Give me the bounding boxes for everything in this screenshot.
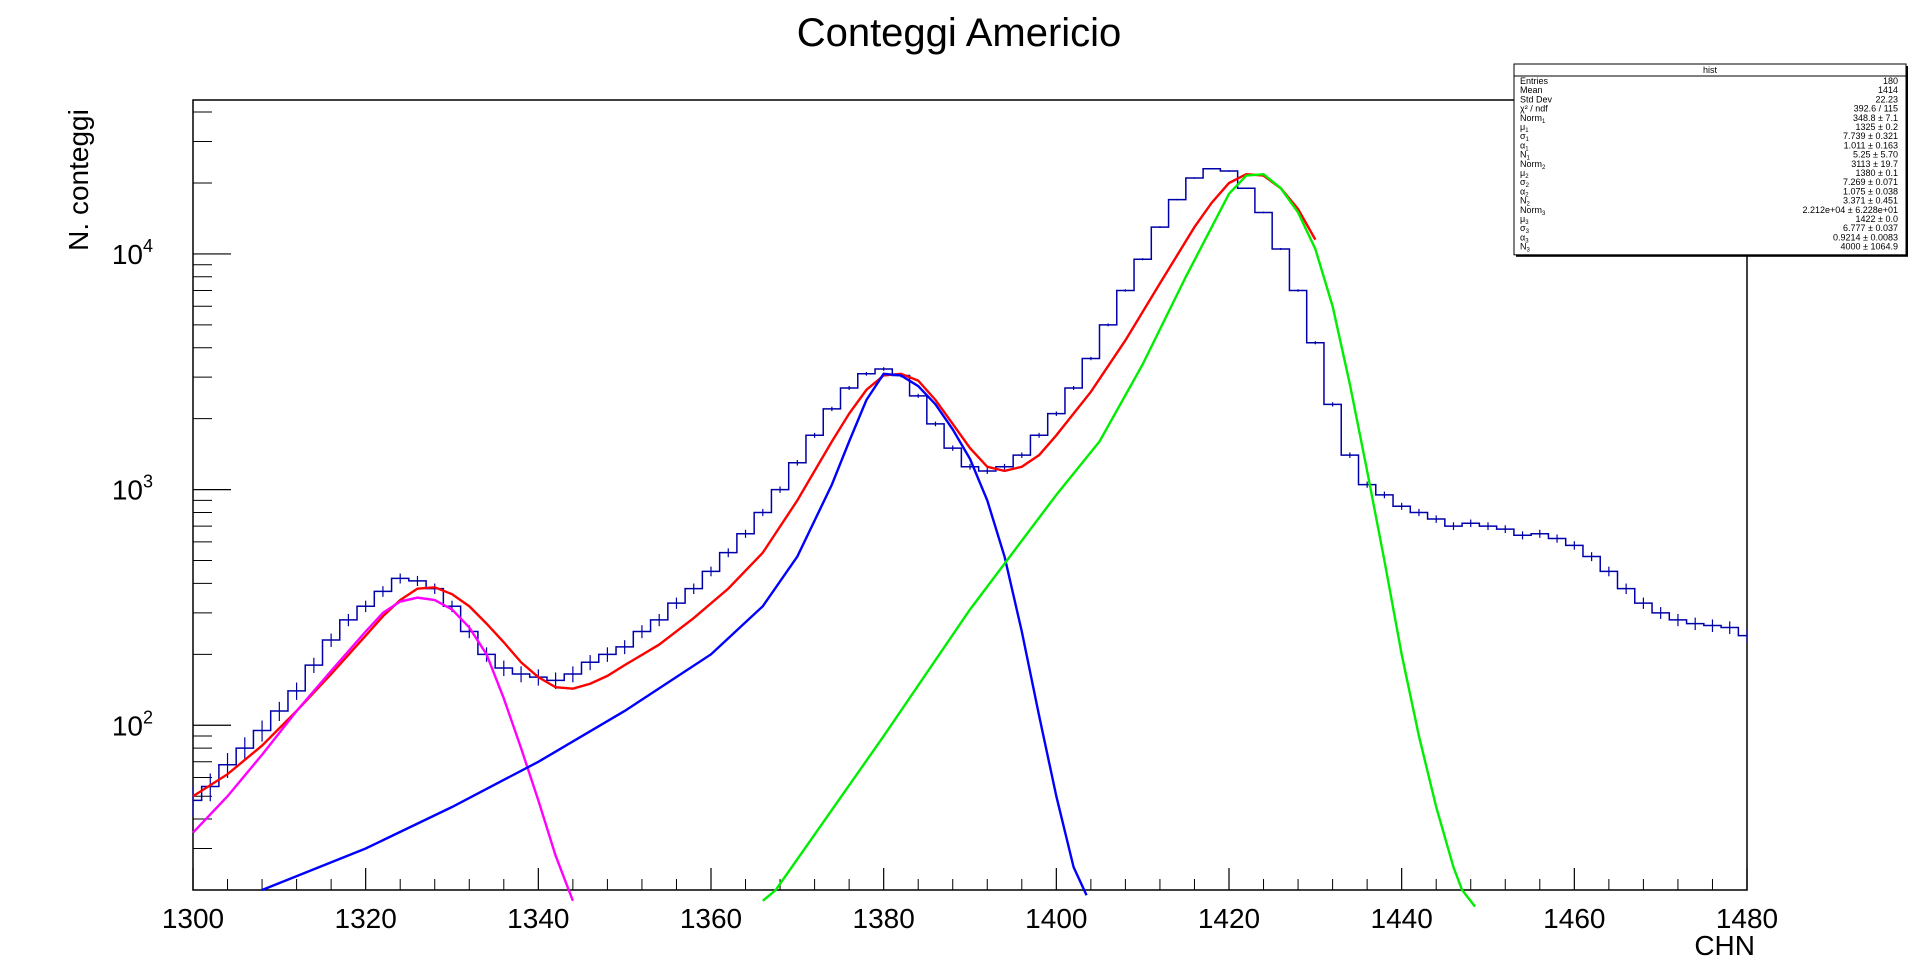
x-tick-label: 1360: [680, 903, 742, 934]
series-fit_total: [192, 172, 1317, 798]
chart-title: Conteggi Americio: [797, 11, 1122, 55]
stats-box: hist Entries 180 Mean 1414 Std Dev 22.23 χ² / n…: [1513, 63, 1908, 257]
x-tick-label: 1480: [1716, 903, 1778, 934]
stats-row-label: μ3: [1520, 214, 1529, 226]
stats-row-value: 7.269 ± 0.071: [1843, 177, 1898, 187]
stats-row-value: 1380 ± 0.1: [1856, 168, 1898, 178]
stats-row-value: 5.25 ± 5.70: [1853, 150, 1898, 160]
stats-row-value: 1414: [1878, 85, 1898, 95]
series-peak_1: [192, 596, 574, 902]
stats-row-value: 22.23: [1875, 94, 1898, 104]
stats-row-label: N3: [1520, 242, 1531, 254]
y-axis-label: N. conteggi: [63, 109, 94, 251]
stats-row-value: 1.075 ± 0.038: [1843, 186, 1898, 196]
stats-row-label: N2: [1520, 196, 1531, 208]
x-tick-label: 1380: [853, 903, 915, 934]
stats-row-label: Norm1: [1520, 113, 1546, 125]
stats-row-value: 1325 ± 0.2: [1856, 122, 1898, 132]
stats-row-label: Norm2: [1520, 159, 1546, 171]
stats-row-label: α3: [1520, 232, 1529, 244]
stats-row-label: χ² / ndf: [1520, 104, 1548, 114]
x-axis-label: CHN: [1694, 930, 1755, 961]
stats-row-label: σ3: [1520, 223, 1530, 235]
stats-row-value: 3113 ± 19.7: [1851, 159, 1898, 169]
stats-row-label: N1: [1520, 150, 1531, 162]
stats-row-label: Norm3: [1520, 205, 1546, 217]
stats-row-label: μ1: [1520, 122, 1529, 134]
x-tick-label: 1340: [507, 903, 569, 934]
peak_3-curve: [762, 172, 1476, 908]
stats-row-value: 180: [1883, 76, 1898, 86]
series-peak_3: [762, 172, 1476, 908]
x-tick-label: 1300: [162, 903, 224, 934]
stats-row-label: α1: [1520, 140, 1529, 152]
stats-row-value: 392.6 / 115: [1854, 104, 1898, 114]
stats-row-value: 1.011 ± 0.163: [1844, 140, 1898, 150]
stats-row-label: Mean: [1520, 85, 1543, 95]
fit_total-curve: [192, 172, 1317, 798]
series-histogram: [192, 167, 1748, 817]
peak_1-curve: [192, 596, 574, 902]
x-tick-label: 1460: [1543, 903, 1605, 934]
series-peak_2: [261, 372, 1088, 896]
series-layer: [192, 167, 1748, 908]
stats-row-value: 1422 ± 0.0: [1856, 214, 1898, 224]
stats-row-label: σ2: [1520, 177, 1530, 189]
x-tick-label: 1440: [1371, 903, 1433, 934]
y-tick-label: 104: [112, 236, 153, 270]
stats-row-value: 3.371 ± 0.451: [1843, 196, 1898, 206]
axes-group: 1300 1320 1340 1360 1380 1400 1420 1440 1460 1480…: [112, 111, 1778, 934]
stats-row-label: Std Dev: [1520, 94, 1553, 104]
stats-row-label: Entries: [1520, 76, 1549, 86]
y-tick-label: 102: [112, 707, 153, 741]
x-tick-label: 1320: [335, 903, 397, 934]
stats-row-label: σ1: [1520, 131, 1530, 143]
stats-box-frame: [1513, 63, 1907, 256]
stats-box-title: hist: [1703, 65, 1718, 75]
histogram-steps: [193, 167, 1747, 802]
x-tick-label: 1400: [1025, 903, 1087, 934]
stats-row-label: μ2: [1520, 168, 1529, 180]
stats-row-value: 2.212e+04 ± 6.228e+01: [1802, 205, 1898, 215]
stats-row-value: 7.739 ± 0.321: [1843, 131, 1898, 141]
x-tick-label: 1420: [1198, 903, 1260, 934]
stats-row-value: 6.777 ± 0.037: [1843, 223, 1898, 233]
peak_2-curve: [261, 372, 1088, 896]
plot-frame: [192, 99, 1748, 891]
stats-row-label: α2: [1520, 186, 1529, 198]
y-tick-label: 103: [112, 472, 153, 506]
stats-row-value: 0.9214 ± 0.0083: [1833, 232, 1898, 242]
stats-row-value: 348.8 ± 7.1: [1853, 113, 1898, 123]
stats-row-value: 4000 ± 1064.9: [1841, 242, 1899, 252]
